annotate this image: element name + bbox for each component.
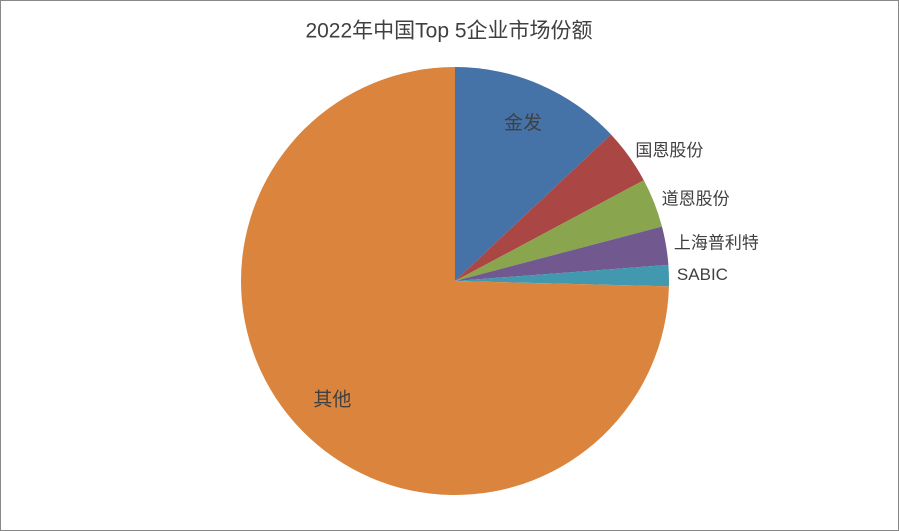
pie-slice: [455, 226, 669, 281]
pie-slice: [241, 67, 669, 495]
pie-slice: [455, 180, 662, 281]
pie-slice: [455, 134, 644, 281]
slice-label: 上海普利特: [674, 234, 759, 253]
slice-label: 道恩股份: [662, 189, 730, 208]
slice-label: SABIC: [677, 265, 728, 284]
pie-slice: [455, 264, 669, 287]
slice-label: 其他: [313, 389, 351, 411]
chart-title: 2022年中国Top 5企业市场份额: [305, 20, 592, 43]
slice-label: 金发: [504, 112, 542, 134]
slice-label: 国恩股份: [635, 141, 703, 160]
pie-slice: [455, 67, 611, 281]
